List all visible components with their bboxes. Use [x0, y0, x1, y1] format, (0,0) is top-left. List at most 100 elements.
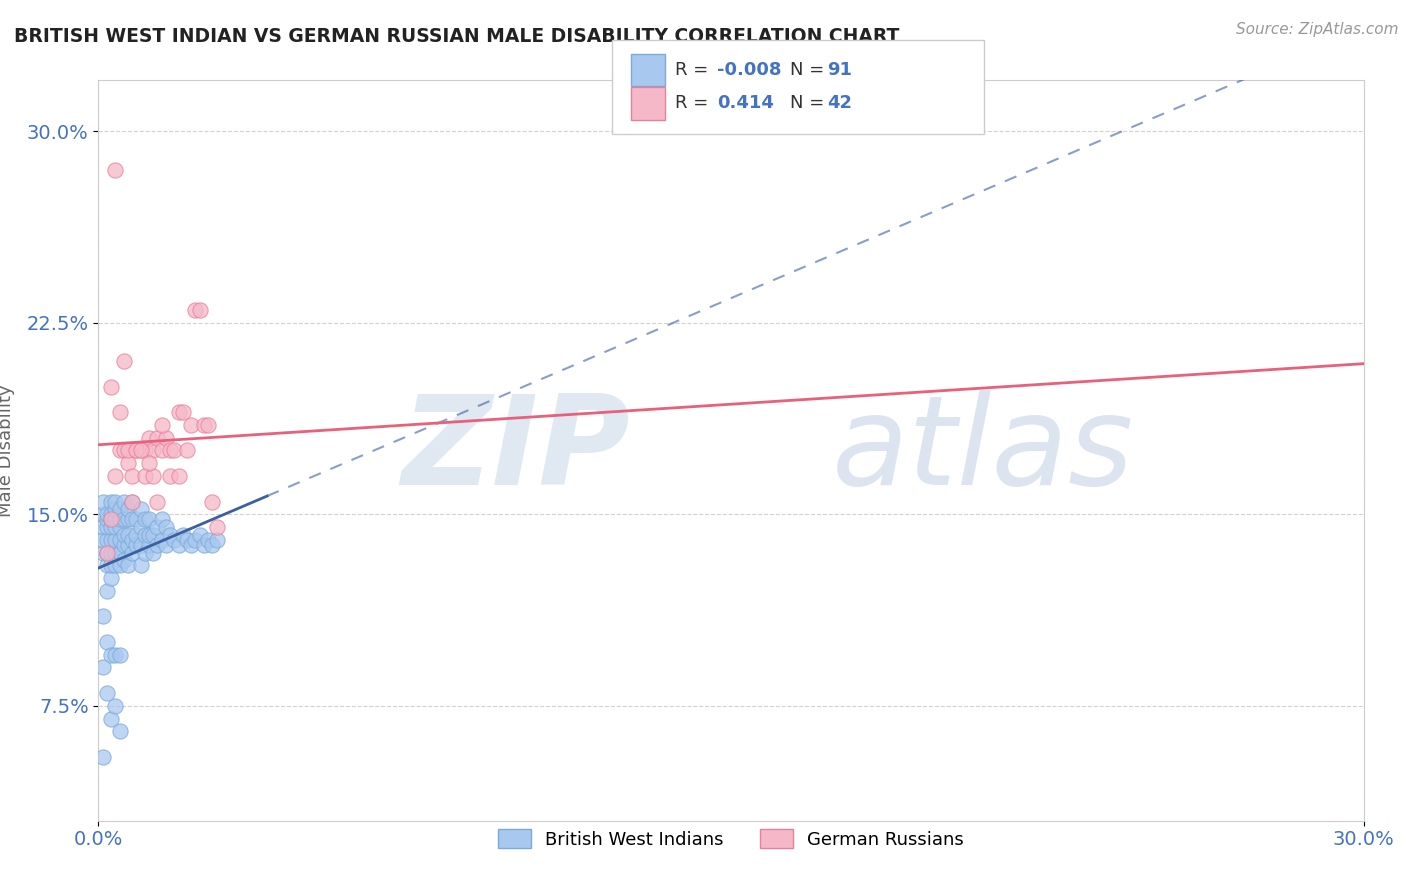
Point: [142, 527, 165, 541]
Point: [117, 527, 139, 541]
Point: [100, 512, 122, 526]
Point: [91, 494, 114, 508]
Point: [163, 533, 186, 547]
Text: Source: ZipAtlas.com: Source: ZipAtlas.com: [1236, 22, 1399, 37]
Point: [129, 520, 152, 534]
Point: [197, 417, 219, 432]
Point: [121, 512, 143, 526]
Point: [121, 469, 143, 483]
Point: [91, 749, 114, 764]
Point: [150, 512, 173, 526]
Text: ZIP: ZIP: [401, 390, 630, 511]
Point: [117, 512, 139, 526]
Point: [104, 469, 127, 483]
Point: [150, 417, 173, 432]
Point: [138, 456, 160, 470]
Point: [117, 502, 139, 516]
Point: [121, 494, 143, 508]
Point: [112, 494, 135, 508]
Point: [104, 558, 127, 573]
Point: [159, 527, 181, 541]
Text: R =: R =: [675, 61, 714, 78]
Point: [129, 558, 152, 573]
Point: [100, 712, 122, 726]
Point: [167, 469, 190, 483]
Point: [91, 533, 114, 547]
Point: [104, 648, 127, 662]
Point: [180, 417, 202, 432]
Point: [96, 545, 118, 559]
Point: [176, 533, 198, 547]
Point: [112, 354, 135, 368]
Point: [91, 609, 114, 624]
Point: [104, 698, 127, 713]
Point: [201, 494, 224, 508]
Text: BRITISH WEST INDIAN VS GERMAN RUSSIAN MALE DISABILITY CORRELATION CHART: BRITISH WEST INDIAN VS GERMAN RUSSIAN MA…: [14, 27, 900, 45]
Point: [91, 545, 114, 559]
Point: [96, 545, 118, 559]
Point: [184, 303, 207, 318]
Point: [104, 502, 127, 516]
Point: [117, 558, 139, 573]
Point: [142, 545, 165, 559]
Point: [100, 558, 122, 573]
Point: [159, 443, 181, 458]
Point: [104, 512, 127, 526]
Point: [150, 533, 173, 547]
Point: [205, 533, 228, 547]
Point: [108, 648, 131, 662]
Point: [100, 648, 122, 662]
Point: [104, 533, 127, 547]
Point: [117, 443, 139, 458]
Point: [117, 456, 139, 470]
Point: [96, 583, 118, 598]
Text: 91: 91: [827, 61, 852, 78]
Point: [129, 443, 152, 458]
Point: [91, 508, 114, 522]
Point: [138, 527, 160, 541]
Point: [205, 520, 228, 534]
Point: [193, 417, 215, 432]
Point: [193, 538, 215, 552]
Point: [108, 502, 131, 516]
Point: [112, 512, 135, 526]
Point: [104, 520, 127, 534]
Point: [188, 527, 211, 541]
Point: [167, 405, 190, 419]
Point: [96, 512, 118, 526]
Point: [108, 512, 131, 526]
Point: [155, 520, 177, 534]
Point: [142, 469, 165, 483]
Point: [108, 545, 131, 559]
Point: [134, 469, 156, 483]
Point: [108, 533, 131, 547]
Text: -0.008: -0.008: [717, 61, 782, 78]
Point: [96, 520, 118, 534]
Point: [134, 527, 156, 541]
Point: [96, 508, 118, 522]
Point: [172, 405, 194, 419]
Text: N =: N =: [790, 61, 830, 78]
Y-axis label: Male Disability: Male Disability: [0, 384, 15, 516]
Point: [180, 538, 202, 552]
Point: [108, 520, 131, 534]
Point: [100, 571, 122, 585]
Point: [112, 527, 135, 541]
Legend: British West Indians, German Russians: British West Indians, German Russians: [491, 822, 972, 856]
Point: [129, 502, 152, 516]
Point: [108, 724, 131, 739]
Point: [167, 538, 190, 552]
Point: [155, 538, 177, 552]
Point: [201, 538, 224, 552]
Point: [125, 512, 148, 526]
Point: [125, 538, 148, 552]
Point: [117, 538, 139, 552]
Point: [146, 538, 169, 552]
Point: [100, 379, 122, 393]
Point: [142, 443, 165, 458]
Text: R =: R =: [675, 95, 714, 112]
Text: atlas: atlas: [832, 390, 1135, 511]
Point: [125, 443, 148, 458]
Point: [163, 443, 186, 458]
Point: [146, 520, 169, 534]
